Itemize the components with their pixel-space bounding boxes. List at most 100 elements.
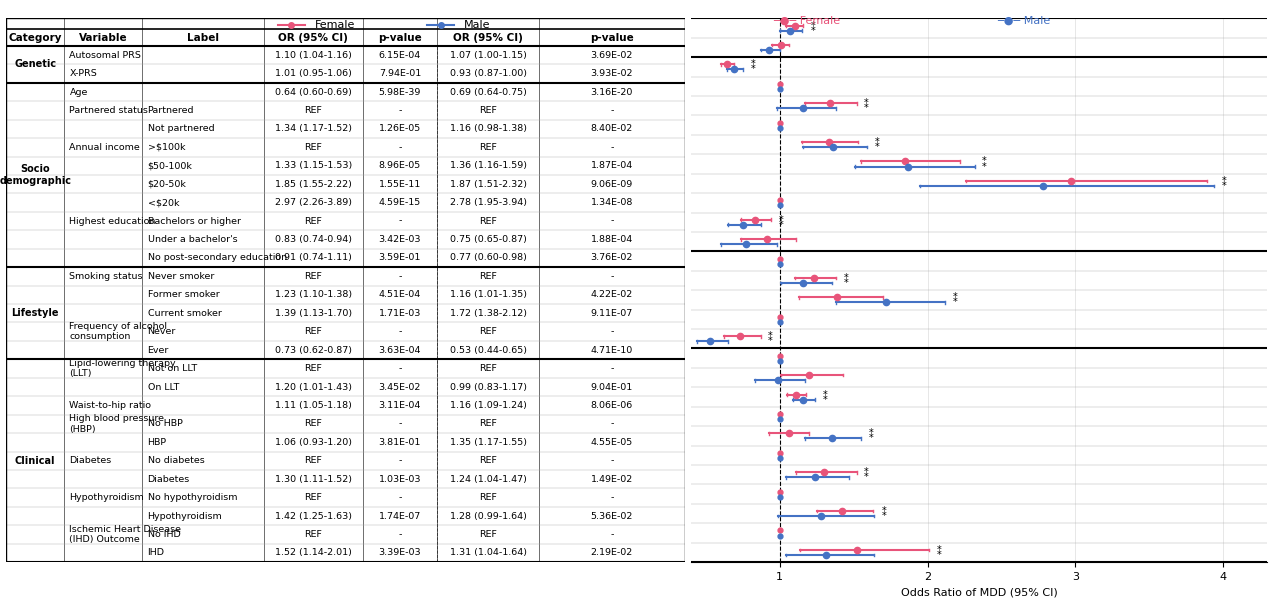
Text: Not partnered: Not partnered	[147, 125, 214, 133]
Text: 6.15E-04: 6.15E-04	[379, 51, 421, 60]
Text: REF: REF	[479, 272, 497, 281]
Text: 1.30 (1.11-1.52): 1.30 (1.11-1.52)	[275, 475, 352, 484]
Text: -: -	[398, 530, 402, 539]
Text: Bachelors or higher: Bachelors or higher	[147, 216, 241, 225]
Text: Autosomal PRS: Autosomal PRS	[69, 51, 141, 60]
Text: 0.53 (0.44-0.65): 0.53 (0.44-0.65)	[449, 346, 526, 354]
Text: 7.94E-01: 7.94E-01	[379, 69, 421, 78]
Text: 4.71E-10: 4.71E-10	[591, 346, 634, 354]
Text: REF: REF	[479, 143, 497, 152]
Text: *: *	[868, 433, 873, 444]
Text: *: *	[768, 331, 773, 342]
Text: -: -	[398, 143, 402, 152]
Text: -: -	[611, 364, 613, 373]
Text: *: *	[868, 428, 873, 438]
Text: 4.51E-04: 4.51E-04	[379, 290, 421, 299]
Text: 5.36E-02: 5.36E-02	[590, 511, 634, 521]
Text: No HBP: No HBP	[147, 419, 182, 428]
Text: $20-50k: $20-50k	[147, 180, 187, 189]
Text: -: -	[611, 530, 613, 539]
Text: On LLT: On LLT	[147, 382, 179, 392]
Text: -: -	[611, 419, 613, 428]
Text: *: *	[810, 26, 815, 35]
Text: 0.69 (0.64-0.75): 0.69 (0.64-0.75)	[449, 87, 526, 97]
Text: *: *	[778, 214, 783, 225]
Text: 9.06E-09: 9.06E-09	[591, 180, 634, 189]
Text: REF: REF	[305, 143, 323, 152]
Text: Age: Age	[69, 87, 88, 97]
Text: $50-100k: $50-100k	[147, 161, 192, 170]
Text: *: *	[864, 103, 869, 113]
Text: Genetic: Genetic	[14, 59, 56, 70]
Text: Under a bachelor's: Under a bachelor's	[147, 235, 237, 244]
Text: 1.16 (1.09-1.24): 1.16 (1.09-1.24)	[449, 401, 526, 410]
Text: Never: Never	[147, 327, 175, 336]
Text: IHD: IHD	[147, 549, 165, 557]
Text: *: *	[750, 59, 755, 70]
Text: REF: REF	[479, 419, 497, 428]
Text: Lifestyle: Lifestyle	[12, 309, 59, 318]
Text: *: *	[882, 511, 887, 521]
Text: 8.40E-02: 8.40E-02	[591, 125, 634, 133]
Text: *: *	[937, 545, 941, 555]
Text: 0.77 (0.60-0.98): 0.77 (0.60-0.98)	[449, 254, 526, 263]
Text: *: *	[810, 21, 815, 31]
Text: 0.83 (0.74-0.94): 0.83 (0.74-0.94)	[275, 235, 352, 244]
Text: 2.78 (1.95-3.94): 2.78 (1.95-3.94)	[449, 198, 526, 207]
Text: 2.97 (2.26-3.89): 2.97 (2.26-3.89)	[275, 198, 352, 207]
Text: *: *	[882, 506, 887, 516]
Text: HBP: HBP	[147, 438, 166, 447]
Text: -: -	[398, 493, 402, 502]
Text: 3.63E-04: 3.63E-04	[379, 346, 421, 354]
Text: Former smoker: Former smoker	[147, 290, 219, 299]
Text: Hypothyroidism: Hypothyroidism	[147, 511, 223, 521]
Text: High blood pressure
(HBP): High blood pressure (HBP)	[69, 414, 165, 434]
Text: *: *	[874, 142, 879, 152]
Text: -: -	[398, 419, 402, 428]
Text: REF: REF	[305, 216, 323, 225]
Text: >$100k: >$100k	[147, 143, 186, 152]
Text: 1.03E-03: 1.03E-03	[379, 475, 421, 484]
Text: *: *	[874, 137, 879, 147]
Text: 3.69E-02: 3.69E-02	[590, 51, 634, 60]
Text: 1.42 (1.25-1.63): 1.42 (1.25-1.63)	[275, 511, 352, 521]
Text: Smoking status: Smoking status	[69, 272, 143, 281]
Text: 1.16 (0.98-1.38): 1.16 (0.98-1.38)	[449, 125, 526, 133]
Text: -: -	[611, 456, 613, 465]
Text: p-value: p-value	[378, 32, 421, 43]
Text: 5.98E-39: 5.98E-39	[379, 87, 421, 97]
Text: 1.06 (0.93-1.20): 1.06 (0.93-1.20)	[275, 438, 352, 447]
Text: REF: REF	[305, 364, 323, 373]
Text: 0.64 (0.60-0.69): 0.64 (0.60-0.69)	[275, 87, 352, 97]
Text: *: *	[823, 390, 827, 400]
Text: Waist-to-hip ratio: Waist-to-hip ratio	[69, 401, 151, 410]
Text: 1.87 (1.51-2.32): 1.87 (1.51-2.32)	[449, 180, 526, 189]
Text: X-PRS: X-PRS	[69, 69, 97, 78]
Text: 1.71E-03: 1.71E-03	[379, 309, 421, 318]
Text: 1.31 (1.04-1.64): 1.31 (1.04-1.64)	[449, 549, 526, 557]
Text: Female: Female	[315, 20, 356, 31]
Text: *: *	[1221, 176, 1226, 186]
Text: 3.59E-01: 3.59E-01	[379, 254, 421, 263]
Text: -: -	[611, 143, 613, 152]
Text: Partnered: Partnered	[147, 106, 195, 115]
Text: 1.85 (1.55-2.22): 1.85 (1.55-2.22)	[275, 180, 352, 189]
Text: 1.74E-07: 1.74E-07	[379, 511, 421, 521]
Text: -: -	[398, 364, 402, 373]
Text: Lipid-lowering therapy
(LLT): Lipid-lowering therapy (LLT)	[69, 359, 177, 378]
Text: 3.81E-01: 3.81E-01	[379, 438, 421, 447]
Text: 3.45E-02: 3.45E-02	[379, 382, 421, 392]
Text: 1.88E-04: 1.88E-04	[591, 235, 634, 244]
Text: Not on LLT: Not on LLT	[147, 364, 197, 373]
Text: 1.33 (1.15-1.53): 1.33 (1.15-1.53)	[275, 161, 352, 170]
Text: REF: REF	[305, 327, 323, 336]
Text: -: -	[398, 327, 402, 336]
Text: Socio
demographic: Socio demographic	[0, 164, 72, 186]
Text: *: *	[778, 220, 783, 230]
Text: REF: REF	[305, 419, 323, 428]
Text: *: *	[768, 336, 773, 346]
Text: -: -	[398, 216, 402, 225]
Text: ─●─ Female: ─●─ Female	[773, 15, 840, 25]
Text: REF: REF	[479, 106, 497, 115]
Text: Current smoker: Current smoker	[147, 309, 221, 318]
